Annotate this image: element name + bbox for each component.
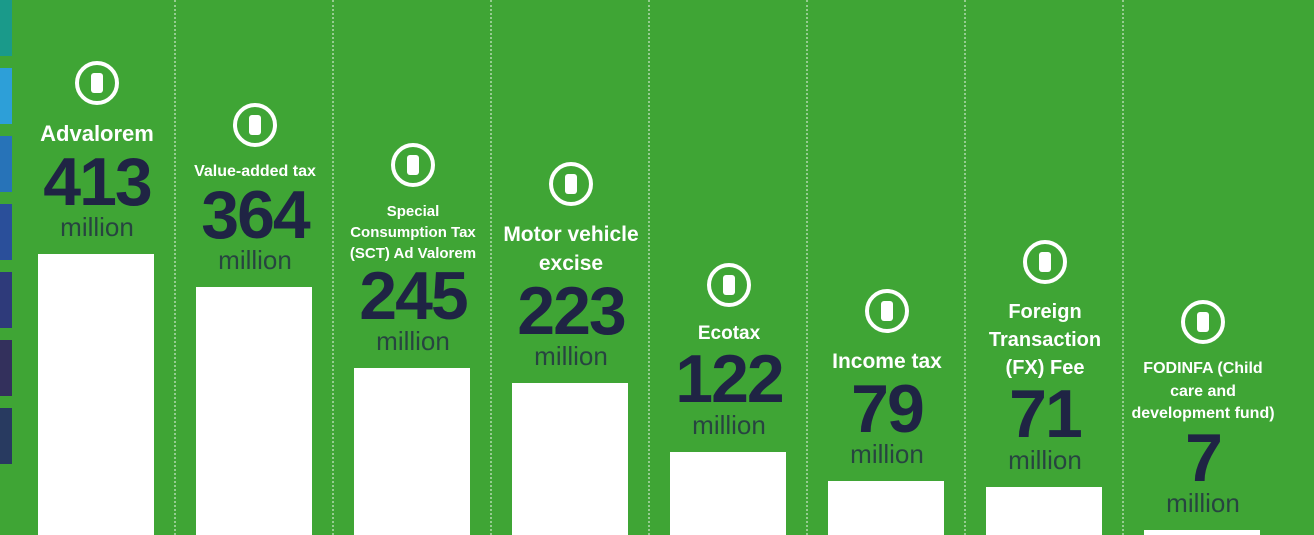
value-label: 79 — [851, 370, 925, 447]
icon — [707, 262, 751, 307]
value-label: 223 — [517, 272, 626, 349]
unit-label: million — [534, 341, 608, 372]
category-label: Income tax — [832, 350, 942, 374]
bar — [1144, 530, 1260, 535]
column: Foreign Transaction (FX) Fee 71 million — [966, 236, 1124, 487]
category-label: Foreign Transaction (FX) Fee — [988, 301, 1102, 380]
column: Advalorem 413 million — [18, 57, 176, 254]
value-label: 364 — [201, 176, 310, 253]
side-tab — [0, 272, 12, 328]
column: Income tax 79 million — [808, 285, 966, 481]
column: Motor vehicle excise 223 million — [492, 158, 650, 383]
side-tab — [0, 136, 12, 192]
unit-label: million — [1166, 488, 1240, 519]
unit-label: million — [850, 439, 924, 470]
separator — [174, 0, 176, 535]
unit-label: million — [376, 326, 450, 357]
separator — [490, 0, 492, 535]
category-label: Value-added tax — [194, 162, 316, 180]
column: Special Consumption Tax (SCT) Ad Valorem… — [334, 139, 492, 369]
bar — [986, 486, 1102, 535]
value-label: 413 — [43, 143, 152, 220]
unit-label: million — [1008, 444, 1082, 475]
column: FODINFA (Child care and development fund… — [1124, 296, 1282, 530]
side-tab — [0, 204, 12, 260]
icon — [549, 162, 593, 206]
unit-label: million — [60, 212, 134, 243]
bar — [670, 452, 786, 535]
separator — [332, 0, 334, 535]
unit-label: million — [218, 245, 292, 276]
icon — [391, 142, 435, 187]
value-label: 245 — [359, 257, 468, 334]
bar — [828, 481, 944, 535]
category-label: FODINFA (Child care and development fund… — [1131, 360, 1275, 423]
bar — [196, 287, 312, 535]
side-tab — [0, 68, 12, 124]
category-label: Motor vehicle excise — [503, 223, 639, 276]
bar — [354, 368, 470, 535]
icon — [75, 60, 119, 105]
value-label: 7 — [1185, 419, 1223, 496]
icon — [865, 289, 909, 334]
category-label: Special Consumption Tax (SCT) Ad Valorem — [349, 202, 477, 262]
icon — [233, 102, 277, 147]
unit-label: million — [692, 410, 766, 441]
value-label: 122 — [675, 341, 784, 418]
bar — [38, 254, 154, 535]
side-tab — [0, 340, 12, 396]
value-label: 71 — [1009, 376, 1083, 453]
side-tab — [0, 0, 12, 56]
separator — [1122, 0, 1124, 535]
icon — [1023, 240, 1067, 285]
separator — [648, 0, 650, 535]
side-tab — [0, 408, 12, 464]
separator — [806, 0, 808, 535]
icon — [1181, 300, 1225, 345]
category-label: Ecotax — [697, 322, 761, 344]
column: Ecotax 122 million — [650, 259, 808, 452]
category-label: Advalorem — [40, 120, 154, 146]
bar — [512, 383, 628, 535]
column: Value-added tax 364 million — [176, 99, 334, 288]
separator — [964, 0, 966, 535]
